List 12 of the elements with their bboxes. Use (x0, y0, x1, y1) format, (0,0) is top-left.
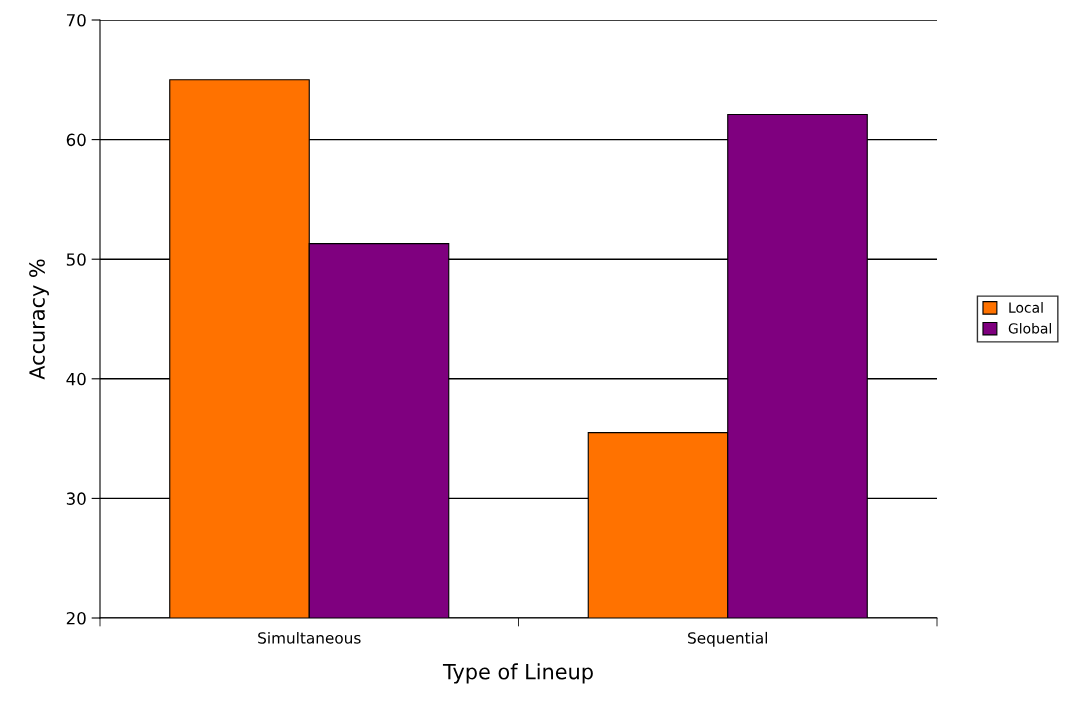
y-tick-label: 70 (66, 13, 86, 27)
legend-label: Global (1008, 322, 1051, 334)
x-axis-title: Type of Lineup (442, 663, 593, 684)
y-tick-label: 50 (66, 253, 86, 266)
y-tick-label: 40 (66, 372, 86, 386)
y-tick-label: 60 (66, 133, 86, 147)
y-axis-title: Accuracy % (29, 259, 49, 380)
y-tick-label: 20 (66, 611, 86, 625)
legend-label: Local (1009, 302, 1043, 313)
y-tick-label: 30 (66, 492, 86, 505)
x-tick-label: Sequential (688, 631, 768, 647)
x-tick-label: Simultaneous (258, 631, 361, 644)
